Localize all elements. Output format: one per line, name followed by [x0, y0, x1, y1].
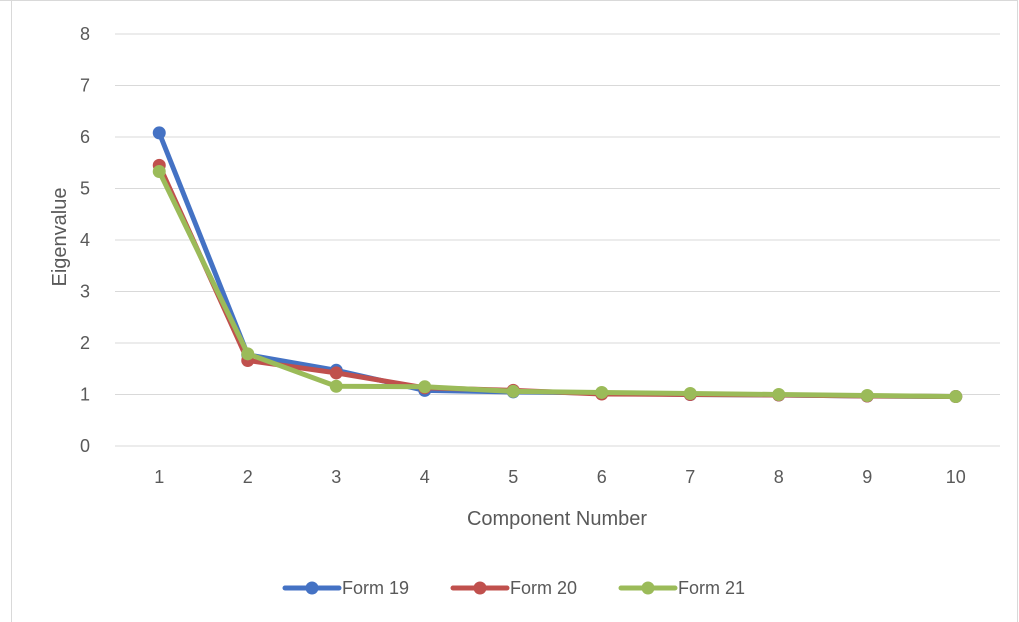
legend-label-form-19: Form 19: [342, 578, 409, 598]
series-form-21: [152, 165, 963, 404]
data-point-form-21-3: [329, 379, 343, 393]
data-point-form-20-3: [329, 366, 343, 380]
y-tick-label-3: 3: [80, 282, 90, 302]
legend-item-form-21: Form 21: [618, 578, 745, 598]
y-tick-label-6: 6: [80, 127, 90, 147]
x-tick-label-10: 10: [946, 467, 966, 487]
x-tick-label-4: 4: [420, 467, 430, 487]
x-tick-label-5: 5: [508, 467, 518, 487]
legend-item-form-19: Form 19: [282, 578, 409, 598]
data-point-form-21-4: [418, 380, 432, 394]
x-tick-label-9: 9: [862, 467, 872, 487]
series-line-form-21: [156, 169, 959, 400]
chart-border-top: [0, 0, 1017, 1]
data-point-form-21-2: [241, 347, 255, 361]
data-point-form-19-1: [152, 126, 166, 140]
legend: Form 19 Form 20 Form 21: [282, 578, 745, 598]
legend-item-form-20: Form 20: [450, 578, 577, 598]
legend-label-form-21: Form 21: [678, 578, 745, 598]
x-axis-title: Component Number: [467, 508, 647, 530]
y-tick-label-0: 0: [80, 436, 90, 456]
data-point-form-21-5: [506, 384, 520, 398]
chart-border-right: [1017, 0, 1018, 622]
x-tick-label-3: 3: [331, 467, 341, 487]
series-form-20: [152, 158, 963, 404]
y-tick-label-1: 1: [80, 385, 90, 405]
chart-border-left: [11, 0, 12, 622]
y-tick-label-2: 2: [80, 333, 90, 353]
x-tick-label-7: 7: [685, 467, 695, 487]
data-point-form-21-9: [860, 389, 874, 403]
x-tick-label-6: 6: [597, 467, 607, 487]
legend-swatch-marker-form-19: [305, 581, 319, 595]
y-tick-label-8: 8: [80, 24, 90, 44]
series-lines: [152, 126, 963, 404]
series-line-form-19: [156, 130, 959, 400]
data-point-form-21-1: [152, 165, 166, 179]
x-tick-label-1: 1: [154, 467, 164, 487]
legend-label-form-20: Form 20: [510, 578, 577, 598]
data-point-form-21-7: [683, 386, 697, 400]
legend-swatch-marker-form-21: [641, 581, 655, 595]
data-point-form-21-8: [772, 388, 786, 401]
y-tick-label-7: 7: [80, 76, 90, 96]
y-tick-label-5: 5: [80, 179, 90, 199]
legend-swatch-marker-form-20: [473, 581, 487, 595]
x-axis-ticks: 1 2 3 4 5 6 7 8 9 10: [154, 467, 966, 487]
data-point-form-21-10: [949, 390, 963, 404]
x-tick-label-8: 8: [774, 467, 784, 487]
y-axis-ticks: 0 1 2 3 4 5 6 7 8: [80, 24, 90, 456]
gridlines: [115, 33, 1000, 447]
x-tick-label-2: 2: [243, 467, 253, 487]
y-axis-title: Eigenvalue: [49, 188, 71, 287]
y-tick-label-4: 4: [80, 230, 90, 250]
data-point-form-21-6: [595, 385, 609, 399]
